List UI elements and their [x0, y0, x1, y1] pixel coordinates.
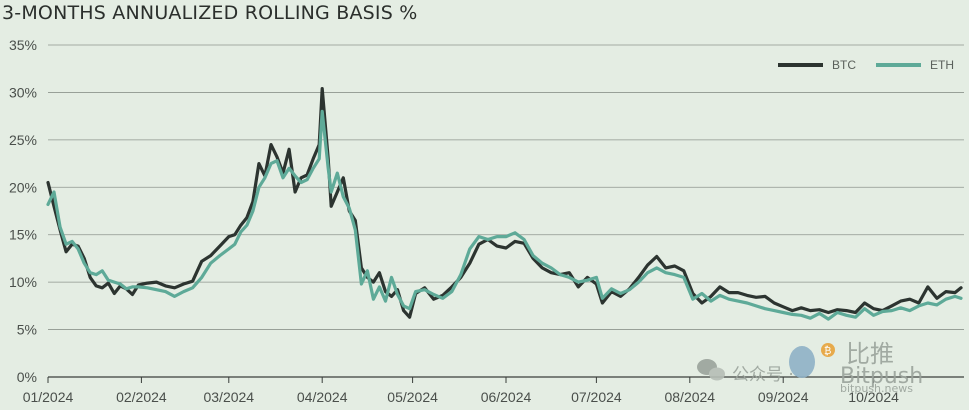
y-tick-label: 35% [9, 37, 37, 53]
x-tick-label: 04/2024 [297, 389, 348, 405]
watermark-brand-cn: 比推 [846, 340, 894, 368]
svg-text:₿: ₿ [824, 345, 831, 357]
x-tick-label: 03/2024 [203, 389, 254, 405]
x-tick-label: 06/2024 [481, 389, 532, 405]
x-axis-ticks: 01/2024 02/2024 03/2024 04/2024 05/2024 06/20… [23, 377, 899, 405]
chart-title: 3-MONTHS ANNUALIZED ROLLING BASIS % [2, 2, 418, 24]
x-tick-label: 09/2024 [758, 389, 809, 405]
series-lines [46, 87, 963, 321]
x-tick-label: 05/2024 [387, 389, 438, 405]
x-tick-label: 08/2024 [664, 389, 715, 405]
watermark-wechat-label: 公众号 · [732, 365, 794, 385]
x-tick-label: 01/2024 [23, 389, 74, 405]
y-tick-label: 5% [17, 322, 37, 338]
y-tick-label: 25% [9, 132, 37, 148]
y-tick-label: 0% [17, 369, 37, 385]
x-tick-label: 02/2024 [116, 389, 167, 405]
watermark-url: bitpush.news [840, 382, 913, 395]
legend-label-eth: ETH [930, 58, 954, 72]
series-line-eth [46, 109, 963, 321]
y-axis-ticks: 0% 5% 10% 15% 20% 25% 30% 35% [9, 37, 37, 385]
series-line-btc [46, 87, 963, 319]
gridlines [48, 44, 964, 378]
y-tick-label: 10% [9, 274, 37, 290]
x-tick-label: 10/2024 [848, 389, 899, 405]
y-tick-label: 30% [9, 84, 37, 100]
y-tick-label: 20% [9, 179, 37, 195]
watermark-brand-en: Bitpush [840, 364, 923, 389]
bird-logo-icon: ₿ [789, 343, 835, 378]
legend: BTC ETH [778, 58, 954, 72]
x-tick-label: 07/2024 [571, 389, 622, 405]
legend-label-btc: BTC [832, 58, 856, 72]
y-tick-label: 15% [9, 227, 37, 243]
watermark: 公众号 · ₿ 比推 Bitpush bitpush.news [697, 340, 923, 395]
wechat-icon [697, 359, 725, 381]
